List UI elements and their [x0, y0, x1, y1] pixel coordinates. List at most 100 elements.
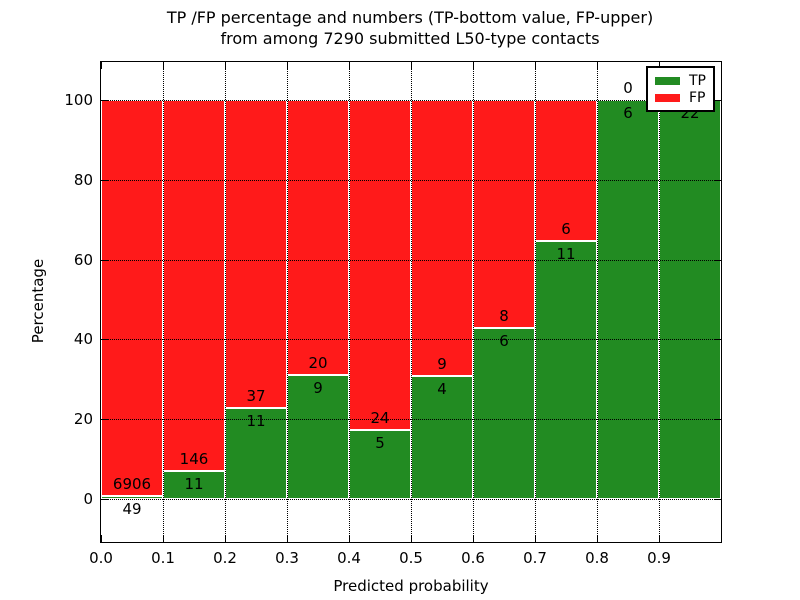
x-axis-tick — [349, 535, 350, 542]
y-axis-tick — [714, 100, 721, 101]
legend-fp-label: FP — [689, 89, 706, 106]
tp-count-label: 11 — [246, 411, 266, 430]
y-tick-label: 100 — [64, 91, 93, 109]
x-tick-label: 0.6 — [461, 549, 485, 567]
bar-segment-tp — [473, 328, 535, 499]
y-axis-tick — [714, 339, 721, 341]
x-axis-tick — [101, 62, 102, 69]
fp-count-label: 37 — [246, 386, 266, 405]
bar-segment-fp — [101, 100, 163, 497]
bar-segment-fp — [349, 100, 411, 431]
legend: TP FP — [646, 66, 715, 112]
bar-segment-tp — [101, 496, 163, 499]
y-axis-tick — [714, 179, 721, 181]
legend-tp-swatch-icon — [655, 77, 680, 86]
x-tick-label: 0.0 — [89, 549, 113, 567]
gridline-vertical — [163, 62, 164, 542]
bar-segment-tp — [163, 471, 225, 499]
y-axis-tick — [101, 499, 108, 500]
gridline-vertical — [411, 62, 412, 542]
legend-fp-swatch-icon — [655, 93, 680, 102]
y-tick-label: 60 — [73, 250, 93, 269]
x-axis-tick — [659, 535, 660, 542]
y-axis-tick — [101, 100, 108, 101]
fp-count-label: 8 — [499, 307, 509, 325]
x-axis-tick — [163, 535, 164, 542]
x-axis-tick — [411, 62, 412, 69]
tp-count-label: 5 — [375, 434, 385, 453]
x-axis-tick — [473, 62, 474, 69]
x-axis-tick — [535, 62, 536, 69]
gridline-vertical — [659, 62, 660, 542]
tp-count-label: 6 — [623, 104, 633, 122]
y-tick-label: 40 — [73, 330, 93, 349]
x-tick-label: 0.3 — [275, 549, 299, 567]
bar-segment-tp — [535, 240, 597, 499]
tp-count-label: 6 — [499, 332, 509, 350]
x-tick-label: 0.7 — [523, 549, 547, 567]
tp-count-label: 4 — [437, 380, 447, 399]
legend-item-fp: FP — [655, 90, 706, 106]
gridline-vertical — [535, 62, 536, 542]
fp-count-label: 6 — [561, 219, 571, 238]
bar-segment-tp — [659, 100, 721, 499]
x-axis-tick — [225, 535, 226, 542]
bar-segment-fp — [473, 100, 535, 328]
x-axis-tick — [473, 535, 474, 542]
x-tick-label: 0.5 — [399, 549, 423, 567]
x-axis-tick — [597, 535, 598, 542]
x-axis-tick — [163, 62, 164, 69]
y-axis-tick — [101, 179, 108, 181]
tp-count-label: 11 — [556, 244, 576, 263]
y-axis-tick — [714, 259, 721, 261]
fp-count-label: 9 — [437, 355, 447, 374]
bar-segment-fp — [225, 100, 287, 408]
tp-count-label: 9 — [313, 379, 323, 398]
bar-segment-tp — [349, 430, 411, 499]
x-axis-tick — [349, 62, 350, 69]
y-axis-tick — [101, 259, 108, 261]
bar-segment-fp — [163, 100, 225, 472]
x-tick-label: 0.4 — [337, 549, 361, 567]
x-axis-tick — [535, 535, 536, 542]
x-axis-label: Predicted probability — [333, 577, 489, 595]
gridline-vertical — [473, 62, 474, 542]
chart-title: TP /FP percentage and numbers (TP-bottom… — [100, 7, 720, 49]
bar-segment-fp — [535, 100, 597, 241]
bar-segment-fp — [411, 100, 473, 377]
chart-title-line2: from among 7290 submitted L50-type conta… — [220, 29, 600, 48]
y-axis-tick — [714, 499, 721, 500]
fp-count-label: 24 — [370, 409, 390, 428]
fp-count-label: 146 — [179, 450, 209, 469]
y-tick-label: 80 — [73, 170, 93, 189]
bar-segment-tp — [597, 100, 659, 499]
x-axis-tick — [659, 62, 660, 69]
fp-count-label: 0 — [623, 79, 633, 97]
x-tick-label: 0.2 — [213, 549, 237, 567]
x-axis-tick — [597, 62, 598, 69]
x-axis-tick — [225, 62, 226, 69]
x-tick-label: 0.1 — [151, 549, 175, 567]
legend-tp-label: TP — [689, 73, 706, 90]
gridline-vertical — [349, 62, 350, 542]
y-axis-tick — [714, 419, 721, 421]
x-axis-tick — [101, 535, 102, 542]
tp-count-label: 49 — [122, 500, 142, 519]
fp-count-label: 6906 — [112, 475, 152, 494]
chart-title-line1: TP /FP percentage and numbers (TP-bottom… — [166, 8, 654, 27]
x-tick-label: 0.8 — [585, 549, 609, 567]
x-axis-tick — [287, 62, 288, 69]
y-tick-label: 20 — [73, 410, 93, 429]
y-axis-tick — [101, 339, 108, 341]
y-axis-tick — [101, 419, 108, 421]
bar-segment-fp — [287, 100, 349, 376]
y-tick-label: 0 — [83, 490, 93, 508]
x-axis-tick — [287, 535, 288, 542]
gridline-vertical — [597, 62, 598, 542]
fp-count-label: 20 — [308, 354, 328, 373]
plot-area: TP FP Predicted probability 6906 49 146 11 3… — [64, 61, 722, 595]
x-axis-tick — [411, 535, 412, 542]
legend-item-tp: TP — [655, 73, 706, 89]
gridline-vertical — [287, 62, 288, 542]
